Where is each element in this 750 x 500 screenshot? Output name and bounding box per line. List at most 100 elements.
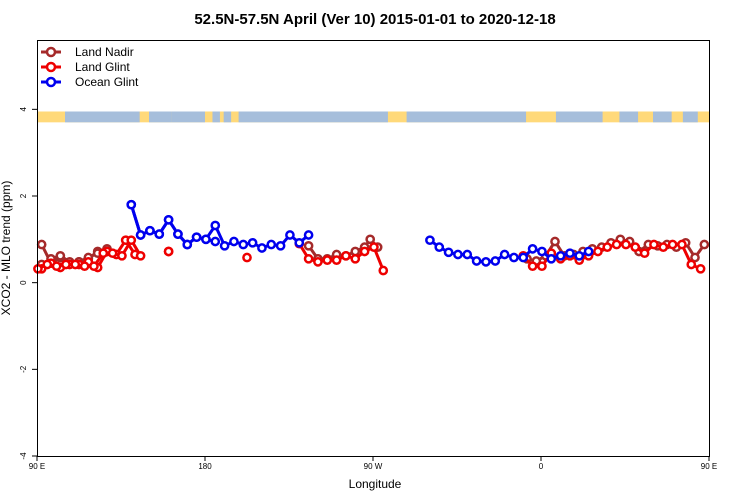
- data-point: [229, 236, 239, 247]
- band-ocean: [65, 111, 140, 123]
- data-point: [135, 250, 146, 261]
- band-ocean: [653, 111, 672, 123]
- data-point: [509, 252, 519, 263]
- band-ocean: [223, 111, 232, 123]
- data-point: [565, 248, 575, 259]
- data-point: [690, 252, 700, 263]
- y-tick-label: -4: [19, 452, 28, 460]
- legend-marker: [45, 61, 57, 73]
- data-point: [135, 230, 146, 240]
- data-point: [471, 256, 482, 266]
- data-point: [365, 234, 376, 245]
- data-point: [107, 248, 118, 259]
- data-point: [257, 243, 267, 253]
- series-ocean-glint: [126, 199, 594, 267]
- data-point: [303, 240, 314, 251]
- y-tick-label: -2: [19, 365, 28, 373]
- series-land-glint: [33, 235, 706, 276]
- x-axis-label: Longitude: [349, 477, 402, 491]
- series-layer: [33, 199, 710, 276]
- data-point: [266, 239, 277, 250]
- data-point: [611, 239, 622, 250]
- data-point: [443, 247, 454, 258]
- data-point: [98, 248, 109, 259]
- x-tick-label: 0: [539, 462, 544, 471]
- data-point: [51, 261, 62, 272]
- data-point: [649, 239, 659, 250]
- data-point: [518, 252, 529, 263]
- data-point: [462, 249, 473, 260]
- data-point: [537, 246, 547, 257]
- data-point: [242, 252, 252, 263]
- band-ocean: [238, 111, 388, 123]
- data-point: [583, 246, 594, 257]
- land-ocean-band: [37, 111, 709, 123]
- data-point: [191, 232, 202, 243]
- y-axis-label: XCO2 - MLO trend (ppm): [0, 181, 13, 316]
- band-ocean: [555, 111, 603, 123]
- data-point: [89, 261, 99, 272]
- data-point: [369, 242, 379, 252]
- data-point: [313, 257, 323, 267]
- data-point: [686, 259, 697, 270]
- data-point: [425, 235, 435, 246]
- x-tick-label: 90 E: [701, 462, 717, 471]
- data-point: [322, 255, 333, 265]
- data-point: [341, 250, 351, 261]
- data-point: [303, 253, 314, 264]
- data-point: [593, 246, 603, 257]
- x-tick-label: 90 W: [364, 462, 383, 471]
- data-point: [238, 239, 249, 250]
- x-tick-label: 180: [198, 462, 212, 471]
- data-point: [70, 259, 81, 270]
- y-axis: -4 -2 0 2 4: [19, 107, 37, 460]
- data-point: [677, 239, 687, 250]
- data-point: [163, 246, 174, 257]
- band-ocean: [212, 111, 220, 123]
- chart-title: 52.5N-57.5N April (Ver 10) 2015-01-01 to…: [194, 11, 555, 28]
- legend-label: Land Nadir: [75, 45, 134, 59]
- data-point: [210, 220, 221, 231]
- legend-marker: [45, 46, 57, 58]
- data-point: [182, 239, 193, 250]
- data-point: [36, 239, 47, 250]
- data-point: [537, 261, 547, 272]
- data-point: [79, 261, 90, 272]
- data-point: [55, 250, 66, 261]
- data-point: [546, 253, 557, 264]
- band-ocean: [406, 111, 527, 123]
- data-point: [201, 234, 211, 245]
- data-point: [699, 239, 710, 250]
- y-tick-label: 0: [19, 280, 28, 285]
- x-tick-label: 90 E: [29, 462, 45, 471]
- band-ocean: [682, 111, 698, 123]
- band-ocean: [171, 111, 205, 123]
- data-point: [574, 250, 585, 261]
- data-point: [163, 214, 174, 225]
- legend-label: Land Glint: [75, 60, 130, 74]
- y-tick-label: 4: [19, 107, 28, 112]
- data-point: [658, 242, 669, 252]
- data-point: [331, 255, 342, 265]
- data-point: [602, 242, 613, 252]
- data-point: [359, 246, 370, 257]
- data-point: [527, 244, 538, 254]
- x-axis: 90 E 180 90 W 0 90 E: [29, 456, 717, 471]
- data-point: [173, 229, 183, 239]
- data-point: [378, 265, 389, 276]
- data-point: [550, 236, 560, 247]
- data-point: [285, 230, 295, 240]
- band-ocean: [619, 111, 639, 123]
- y-tick-label: 2: [19, 193, 28, 198]
- data-point: [555, 250, 566, 261]
- data-point: [294, 237, 305, 248]
- data-point: [621, 239, 631, 250]
- data-point: [434, 242, 445, 252]
- band-ocean: [149, 111, 172, 123]
- data-point: [247, 237, 258, 248]
- data-point: [42, 259, 53, 270]
- data-point: [350, 253, 361, 264]
- data-point: [630, 242, 641, 252]
- data-point: [154, 229, 165, 239]
